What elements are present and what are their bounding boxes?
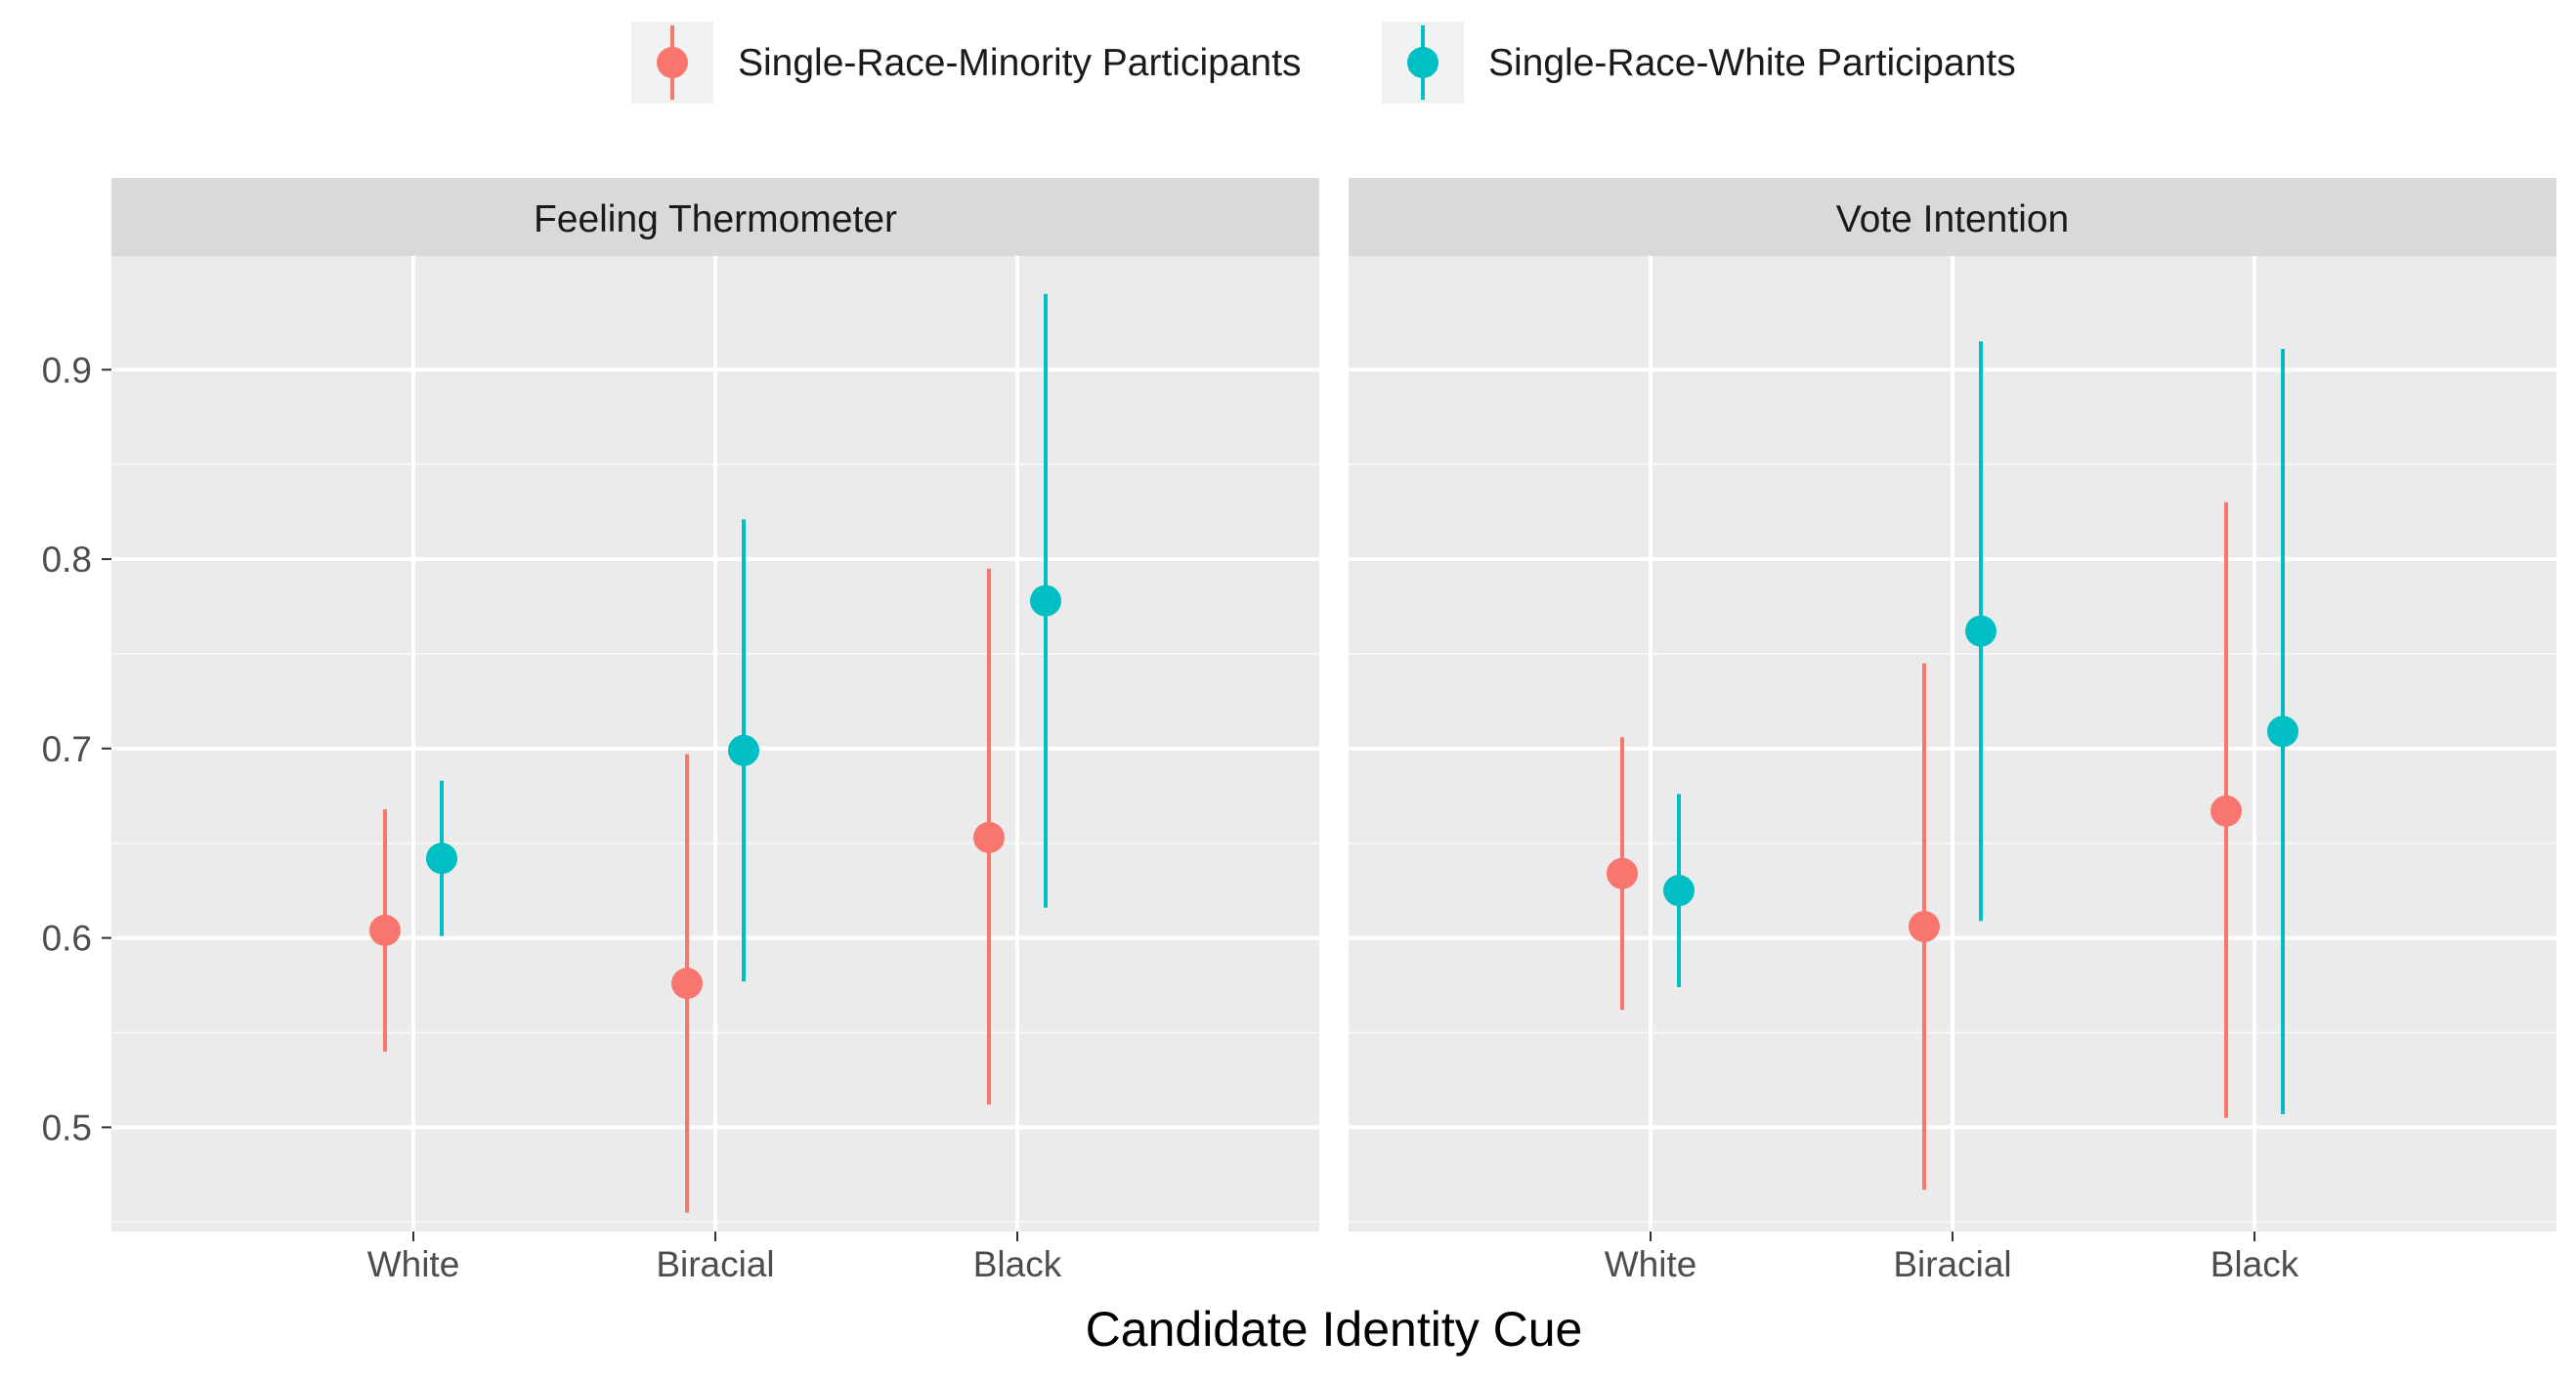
- point-minority-white: [1607, 857, 1638, 889]
- point-minority-biracial: [671, 968, 703, 1000]
- x-tick-label-white: White: [1605, 1244, 1697, 1284]
- y-tick-label: 0.5: [42, 1107, 92, 1147]
- marks-vote-intention: [1607, 341, 2298, 1190]
- x-tick-label-black: Black: [2211, 1244, 2299, 1284]
- x-axis: White Biracial Black White Biracial Black: [367, 1232, 2299, 1284]
- legend: Single-Race-Minority Participants Single…: [631, 22, 2016, 104]
- point-white-biracial: [728, 734, 759, 766]
- legend-label-minority: Single-Race-Minority Participants: [738, 42, 1302, 84]
- point-white-black: [1030, 584, 1061, 617]
- point-minority-black: [2211, 795, 2242, 827]
- grid-vote-intention: [1349, 256, 2556, 1232]
- legend-key-white-point: [1407, 47, 1438, 78]
- point-white-white: [1663, 875, 1695, 907]
- point-minority-white: [369, 914, 401, 946]
- panel-feeling-thermometer: Feeling Thermometer: [111, 178, 1319, 1232]
- point-minority-black: [973, 821, 1005, 853]
- legend-label-white: Single-Race-White Participants: [1488, 42, 2016, 84]
- y-tick-label: 0.8: [42, 540, 92, 580]
- y-axis: 0.5 0.6 0.7 0.8 0.9: [42, 350, 111, 1147]
- point-white-white: [426, 843, 457, 875]
- x-tick-label-white: White: [367, 1244, 460, 1284]
- point-white-biracial: [1965, 615, 1996, 647]
- grid-feeling-thermometer: [111, 256, 1319, 1232]
- x-tick-label-biracial: Biracial: [1893, 1244, 2011, 1284]
- strip-vote-intention: [1349, 178, 2556, 256]
- x-tick-label-black: Black: [973, 1244, 1062, 1284]
- strip-feeling-thermometer: [111, 178, 1319, 256]
- panel-title-vote-intention: Vote Intention: [1836, 198, 2070, 240]
- point-minority-biracial: [1909, 911, 1940, 943]
- y-tick-label: 0.7: [42, 729, 92, 769]
- panel-title-feeling-thermometer: Feeling Thermometer: [534, 198, 897, 240]
- y-tick-label: 0.6: [42, 919, 92, 959]
- marks-feeling-thermometer: [369, 293, 1061, 1213]
- panel-vote-intention: Vote Intention: [1349, 178, 2556, 1232]
- x-tick-label-biracial: Biracial: [656, 1244, 774, 1284]
- legend-key-minority-point: [657, 47, 688, 78]
- x-axis-title: Candidate Identity Cue: [1086, 1302, 1583, 1357]
- point-white-black: [2267, 715, 2298, 748]
- y-tick-label: 0.9: [42, 350, 92, 390]
